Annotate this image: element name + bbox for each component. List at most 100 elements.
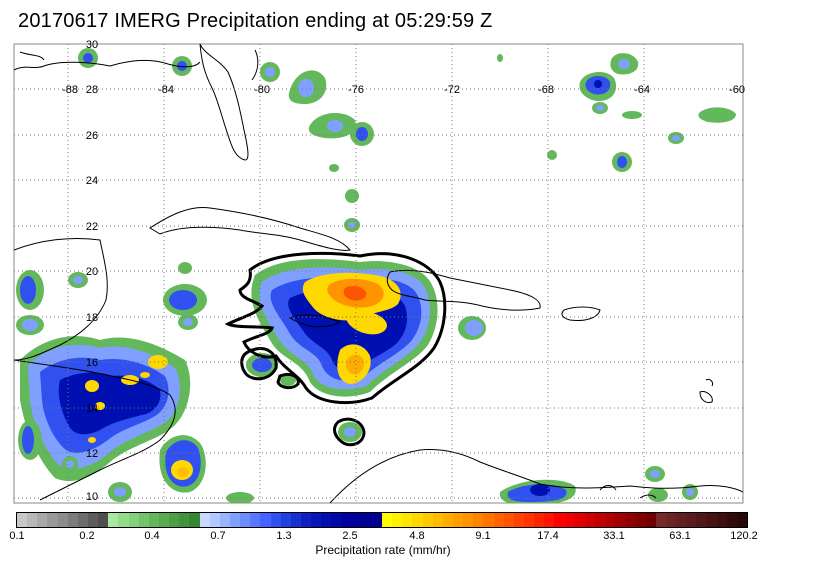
colorbar-swatch	[574, 513, 585, 527]
lat-label: 30	[86, 39, 98, 51]
colorbar-swatch	[169, 513, 180, 527]
colorbar-swatch	[696, 513, 707, 527]
colorbar-swatch	[655, 513, 666, 527]
colorbar-swatch	[361, 513, 372, 527]
colorbar-label: 4.8	[409, 530, 425, 542]
colorbar-swatch	[645, 513, 656, 527]
colorbar-label: 17.4	[537, 530, 559, 542]
colorbar-swatch	[98, 513, 109, 527]
colorbar-swatch	[534, 513, 545, 527]
colorbar-swatch	[300, 513, 312, 527]
lat-label: 18	[86, 312, 98, 324]
colorbar-swatch	[625, 513, 636, 527]
colorbar-swatch	[37, 513, 48, 527]
colorbar-swatch	[128, 513, 139, 527]
colorbar-swatch	[564, 513, 575, 527]
precipitation-field	[16, 48, 736, 503]
lat-label: 28	[86, 84, 98, 96]
colorbar-swatch	[17, 513, 28, 527]
colorbar-swatch	[240, 513, 251, 527]
colorbar-swatch	[67, 513, 78, 527]
colorbar-swatch	[716, 513, 727, 527]
colorbar-swatch	[189, 513, 200, 527]
colorbar-swatch	[676, 513, 687, 527]
colorbar-swatch	[615, 513, 626, 527]
colorbar-swatch	[483, 513, 494, 527]
coastlines	[14, 44, 743, 503]
colorbar-swatch	[666, 513, 677, 527]
colorbar-swatch	[371, 513, 383, 527]
colorbar-label: 0.7	[210, 530, 226, 542]
longitude-labels: -88 -84 -80 -76 -72 -68 -64 -60	[62, 84, 745, 96]
colorbar-swatch	[595, 513, 606, 527]
colorbar-swatch	[584, 513, 596, 527]
colorbar-swatch	[138, 513, 149, 527]
colorbar-swatch	[736, 513, 748, 527]
colorbar-swatch	[503, 513, 514, 527]
colorbar-swatch	[229, 513, 241, 527]
colorbar-swatch	[554, 513, 565, 527]
colorbar-swatch	[179, 513, 190, 527]
colorbar-swatch	[260, 513, 271, 527]
lon-label: -76	[348, 84, 364, 96]
colorbar-labels: 0.1 0.2 0.4 0.7 1.3 2.5 4.8 9.1 17.4 33.…	[0, 530, 826, 544]
colorbar-swatch	[311, 513, 322, 527]
colorbar-swatch	[432, 513, 443, 527]
colorbar-swatch	[605, 513, 616, 527]
colorbar-swatch	[108, 513, 119, 527]
lat-label: 10	[86, 491, 98, 503]
colorbar-swatch	[524, 513, 535, 527]
latitude-labels: 30 28 26 24 22 20 18 16 14 12 10	[86, 39, 98, 503]
colorbar-swatch	[118, 513, 129, 527]
colorbar-label: 1.3	[276, 530, 292, 542]
lat-label: 26	[86, 130, 98, 142]
colorbar-title: Precipitation rate (mm/hr)	[315, 543, 451, 557]
colorbar-swatch	[47, 513, 58, 527]
graticule	[14, 44, 743, 503]
colorbar-swatch	[513, 513, 525, 527]
colorbar-swatch	[219, 513, 230, 527]
colorbar-swatch	[280, 513, 291, 527]
colorbar-swatch	[270, 513, 281, 527]
colorbar-swatch	[77, 513, 88, 527]
colorbar-swatch	[209, 513, 220, 527]
colorbar-label: 9.1	[475, 530, 491, 542]
colorbar-label: 63.1	[669, 530, 691, 542]
colorbar-label: 33.1	[603, 530, 625, 542]
colorbar-swatch	[544, 513, 555, 527]
colorbar-swatch	[321, 513, 332, 527]
colorbar-swatch	[493, 513, 504, 527]
lat-label: 20	[86, 266, 98, 278]
colorbar-swatch	[706, 513, 717, 527]
lon-label: -68	[538, 84, 554, 96]
colorbar-label: 0.2	[79, 530, 95, 542]
colorbar-label: 2.5	[342, 530, 358, 542]
colorbar-swatch	[341, 513, 352, 527]
colorbar-swatch	[331, 513, 342, 527]
lat-label: 16	[86, 357, 98, 369]
colorbar-swatch	[726, 513, 737, 527]
lat-label: 12	[86, 448, 98, 460]
colorbar-swatch	[463, 513, 474, 527]
colorbar-swatch	[635, 513, 646, 527]
colorbar-swatch	[290, 513, 301, 527]
colorbar-swatch	[422, 513, 433, 527]
colorbar-swatch	[402, 513, 413, 527]
lat-label: 22	[86, 221, 98, 233]
colorbar-swatch	[473, 513, 484, 527]
colorbar-swatch	[392, 513, 403, 527]
colorbar-swatch	[27, 513, 38, 527]
colorbar-swatch	[412, 513, 423, 527]
lon-label: -84	[158, 84, 174, 96]
colorbar-swatch	[382, 513, 393, 527]
colorbar-swatch	[453, 513, 464, 527]
lon-label: -60	[729, 84, 745, 96]
colorbar-swatch	[158, 513, 170, 527]
lat-label: 14	[86, 403, 98, 415]
colorbar-label: 0.4	[144, 530, 160, 542]
colorbar-swatch	[250, 513, 261, 527]
lon-label: -72	[444, 84, 460, 96]
colorbar-swatch	[148, 513, 159, 527]
colorbar-swatch	[686, 513, 697, 527]
